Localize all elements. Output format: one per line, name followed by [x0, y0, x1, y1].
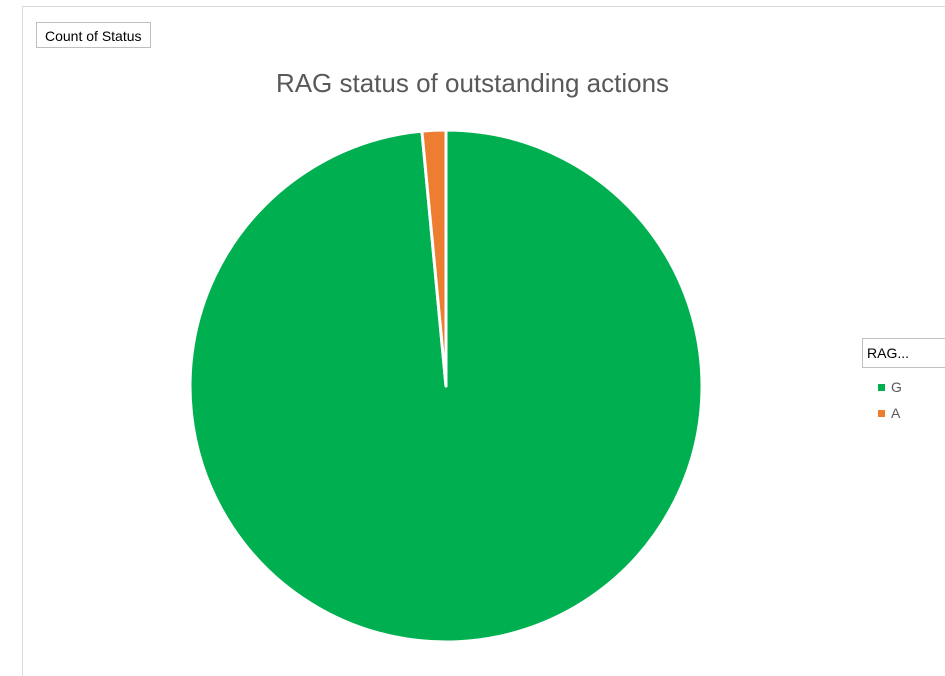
pie-slice-a[interactable]: [420, 128, 448, 388]
chart-title: RAG status of outstanding actions: [275, 68, 670, 98]
value-field-button[interactable]: Count of Status: [36, 22, 151, 48]
legend-label-g: G: [891, 379, 902, 395]
legend-item-a[interactable]: A: [878, 400, 902, 426]
legend-swatch-g: [878, 383, 885, 391]
legend-item-g[interactable]: G: [878, 374, 902, 400]
pie-chart: [188, 128, 704, 644]
chart-area: [22, 6, 945, 676]
legend-swatch-a: [878, 409, 885, 417]
legend-field-button[interactable]: RAG...: [862, 338, 945, 368]
legend: G A: [878, 374, 902, 426]
legend-label-a: A: [891, 405, 901, 421]
